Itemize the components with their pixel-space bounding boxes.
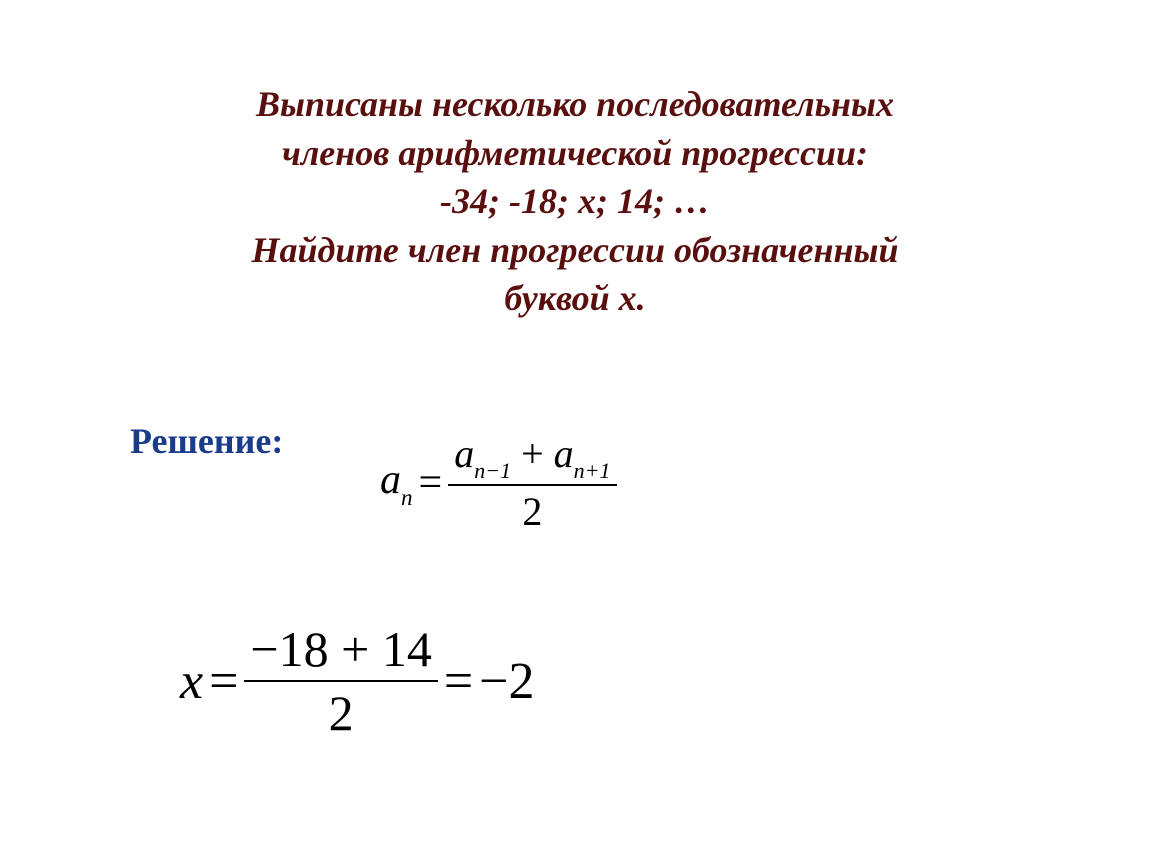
f2-eq2: = — [444, 652, 473, 711]
formula-an: an = an−1 + an+1 2 — [380, 430, 617, 535]
f1-eq: = — [419, 459, 443, 507]
f1-numerator: an−1 + an+1 — [448, 430, 616, 486]
formula-x: x = −18 + 14 2 = −2 — [180, 620, 534, 742]
f1-num-t2-sub: n+1 — [574, 458, 611, 483]
f1-denominator: 2 — [448, 486, 616, 535]
solution-label: Решение: — [130, 420, 283, 462]
problem-line-2: членов арифметической прогрессии: — [0, 129, 1150, 178]
problem-line-4: Найдите член прогрессии обозначенный — [0, 226, 1150, 275]
problem-text: Выписаны несколько последовательных член… — [0, 80, 1150, 323]
f2-numerator: −18 + 14 — [244, 620, 437, 682]
f1-lhs: an — [380, 456, 413, 508]
problem-line-1: Выписаны несколько последовательных — [0, 80, 1150, 129]
f2-eq1: = — [209, 652, 238, 711]
f1-plus: + — [521, 431, 544, 476]
f2-rhs: −2 — [479, 652, 534, 711]
f2-fraction: −18 + 14 2 — [244, 620, 437, 742]
f1-num-t2-var: a — [554, 431, 574, 476]
problem-line-3: -34; -18; x; 14; … — [0, 177, 1150, 226]
f2-denominator: 2 — [244, 682, 437, 742]
f1-lhs-var: a — [380, 457, 401, 503]
slide: Выписаны несколько последовательных член… — [0, 0, 1150, 864]
problem-line-5: буквой x. — [0, 274, 1150, 323]
f1-num-t1-var: a — [454, 431, 474, 476]
f2-lhs: x — [180, 652, 203, 711]
f1-num-t1-sub: n−1 — [474, 458, 511, 483]
f1-lhs-sub: n — [401, 484, 413, 510]
f1-fraction: an−1 + an+1 2 — [448, 430, 616, 535]
